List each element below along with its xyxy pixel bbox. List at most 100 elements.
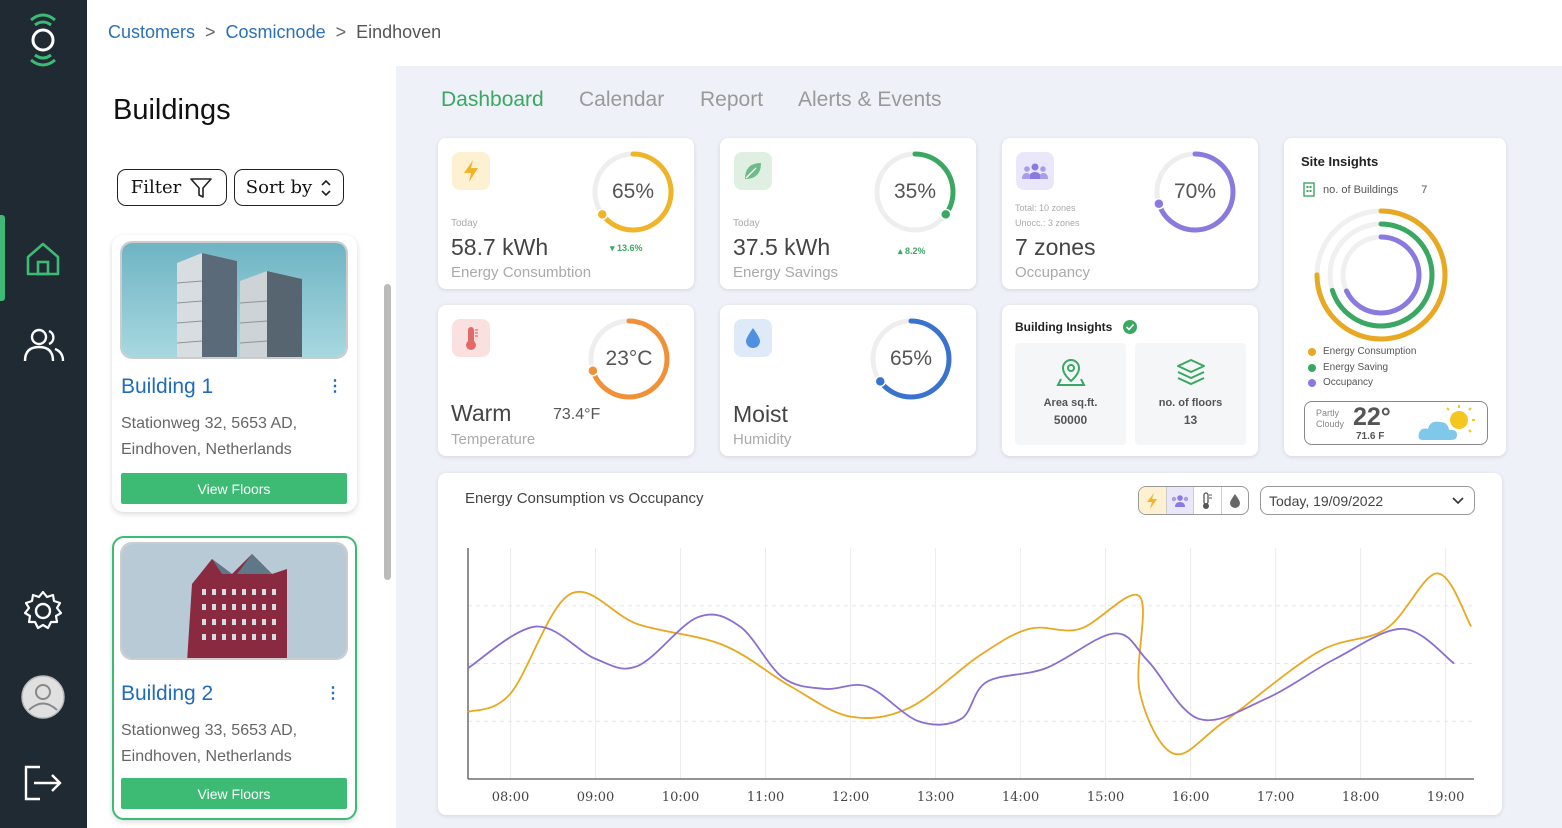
water-drop-icon [734, 319, 772, 357]
chevron-down-icon [1452, 497, 1464, 505]
water-drop-icon[interactable] [1222, 487, 1249, 514]
view-floors-button[interactable]: View Floors [121, 778, 347, 809]
site-insights-card[interactable]: Site Insights no. of Buildings 7 Energy … [1284, 138, 1506, 456]
occupancy-label: Occupancy [1015, 264, 1091, 281]
legend-energy-saving: Energy Saving [1308, 362, 1388, 373]
building-address: Stationweg 32, 5653 AD, Eindhoven, Nethe… [121, 411, 341, 463]
kebab-menu-icon[interactable]: ⋮ [325, 685, 341, 702]
energy-value: 58.7 kWh [451, 234, 549, 260]
savings-label: Energy Savings [733, 264, 839, 281]
view-floors-button[interactable]: View Floors [121, 473, 347, 504]
date-select-value: Today, 19/09/2022 [1269, 492, 1384, 509]
kebab-menu-icon[interactable]: ⋮ [327, 378, 343, 395]
weather-description: Partly Cloudy [1316, 408, 1345, 429]
tab-report[interactable]: Report [700, 88, 764, 111]
building-name[interactable]: Building 1 [121, 375, 214, 398]
leaf-icon [734, 152, 772, 190]
building-icon [1303, 182, 1315, 197]
energy-consumption-card[interactable]: 65% Today 58.7 kWh ▾ 13.6% Energy Consum… [438, 138, 694, 289]
savings-delta: ▴ 8.2% [898, 246, 926, 256]
filter-icon [190, 177, 213, 198]
x-tick-label: 15:00 [1087, 790, 1124, 805]
logout-icon[interactable] [18, 758, 68, 808]
address-line-1: Stationweg 33, 5653 AD, [121, 722, 298, 739]
temperature-label: Temperature [451, 431, 536, 448]
breadcrumb-separator: > [205, 22, 216, 42]
occupancy-progress-ring [1153, 151, 1236, 233]
breadcrumb-cosmicnode[interactable]: Cosmicnode [225, 22, 326, 42]
breadcrumb-separator: > [335, 22, 347, 42]
building-insights-title: Building Insights [1015, 320, 1113, 334]
savings-progress-ring [874, 151, 956, 233]
temperature-celsius: 23°C [605, 347, 653, 370]
sort-chevrons-icon [321, 179, 331, 196]
users-icon[interactable] [18, 320, 68, 370]
x-tick-label: 18:00 [1342, 790, 1379, 805]
legend-occupancy: Occupancy [1308, 377, 1373, 388]
date-select[interactable]: Today, 19/09/2022 [1260, 486, 1475, 515]
x-tick-label: 09:00 [577, 790, 614, 805]
building-card[interactable]: Building 2 ⋮ Stationweg 33, 5653 AD, Ein… [112, 536, 357, 820]
energy-saving-ring [1327, 221, 1435, 329]
weather-widget: Partly Cloudy 22° 71.6 F [1304, 401, 1488, 445]
bolt-icon [452, 152, 490, 190]
occupancy-ring [1340, 234, 1422, 316]
humidity-percent: 65% [889, 347, 933, 370]
building-2-image [120, 542, 348, 660]
tab-alerts-events[interactable]: Alerts & Events [798, 88, 942, 111]
breadcrumb: Customers > Cosmicnode > Eindhoven [108, 22, 441, 43]
x-tick-label: 11:00 [747, 790, 784, 805]
top-bar: Customers > Cosmicnode > Eindhoven [87, 0, 1562, 66]
home-icon[interactable] [18, 234, 68, 284]
occupancy-card[interactable]: 70% Total: 10 zones Unocc.: 3 zones 7 zo… [1002, 138, 1258, 289]
x-tick-label: 14:00 [1002, 790, 1039, 805]
panel-scrollbar[interactable] [384, 284, 391, 580]
temperature-card[interactable]: 23°C Warm 73.4°F Temperature [438, 305, 694, 456]
sort-by-button[interactable]: Sort by [234, 169, 344, 206]
buildings-count-label: no. of Buildings [1323, 183, 1399, 196]
site-insights-rings [1314, 208, 1448, 342]
check-circle-icon [1123, 320, 1137, 334]
building-name[interactable]: Building 2 [121, 682, 214, 705]
buildings-panel: Buildings Filter Sort by [87, 66, 396, 828]
bolt-icon[interactable] [1139, 487, 1167, 514]
breadcrumb-current: Eindhoven [356, 22, 442, 42]
settings-gear-icon[interactable] [18, 586, 68, 636]
legend-energy-consumption: Energy Consumption [1308, 346, 1416, 357]
occupancy-value: 7 zones [1015, 234, 1096, 260]
occupancy-percent: 70% [1173, 180, 1217, 203]
buildings-count-row: no. of Buildings 7 [1302, 182, 1427, 197]
energy-delta: ▾ 13.6% [610, 243, 643, 253]
weather-temp-celsius: 22° [1353, 403, 1391, 431]
building-card[interactable]: Building 1 ⋮ Stationweg 32, 5653 AD, Ein… [112, 235, 357, 512]
filter-button[interactable]: Filter [117, 169, 227, 206]
x-tick-label: 10:00 [662, 790, 699, 805]
tab-calendar[interactable]: Calendar [579, 88, 665, 111]
address-line-2: Eindhoven, Netherlands [121, 441, 292, 458]
occupancy-total-zones: Total: 10 zones [1015, 203, 1076, 213]
energy-savings-card[interactable]: 35% Today 37.5 kWh ▴ 8.2% Energy Savings [720, 138, 976, 289]
thermometer-icon[interactable] [1194, 487, 1222, 514]
x-tick-label: 19:00 [1427, 790, 1464, 805]
metric-toggle-group[interactable] [1138, 486, 1249, 515]
nav-rail [0, 0, 87, 828]
humidity-card[interactable]: 65% Moist Humidity [720, 305, 976, 456]
tab-dashboard[interactable]: Dashboard [441, 88, 544, 111]
savings-period: Today [733, 218, 760, 229]
humidity-label: Humidity [733, 431, 792, 448]
building-insights-card[interactable]: Building Insights Area sq.ft. 50000 no. … [1002, 305, 1258, 456]
app-logo-icon[interactable] [18, 13, 68, 67]
x-tick-label: 17:00 [1257, 790, 1294, 805]
savings-value: 37.5 kWh [733, 234, 831, 260]
humidity-value: Moist [733, 401, 788, 427]
energy-occupancy-chart-card: Energy Consumption vs Occupancy Today, 1… [438, 473, 1502, 815]
area-tile: Area sq.ft. 50000 [1015, 343, 1126, 445]
breadcrumb-customers[interactable]: Customers [108, 22, 196, 42]
occupancy-line [467, 613, 1455, 726]
nav-active-indicator [0, 215, 5, 301]
temperature-value: Warm [451, 400, 512, 426]
people-icon[interactable] [1166, 487, 1194, 514]
avatar[interactable] [18, 672, 68, 722]
main-content: Dashboard Calendar Report Alerts & Event… [396, 66, 1562, 828]
building-1-image [120, 241, 348, 359]
